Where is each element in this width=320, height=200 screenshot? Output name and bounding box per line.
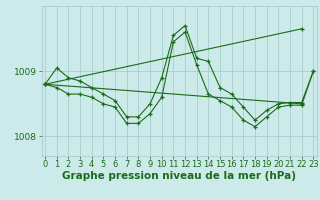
X-axis label: Graphe pression niveau de la mer (hPa): Graphe pression niveau de la mer (hPa) — [62, 171, 296, 181]
